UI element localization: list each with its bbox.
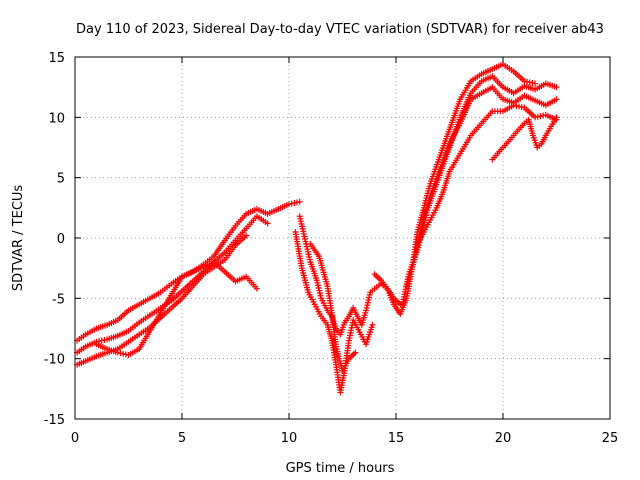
- data-point: [553, 84, 560, 91]
- data-point: [532, 114, 539, 121]
- data-point: [122, 351, 129, 358]
- y-tick-label: 10: [48, 111, 65, 126]
- grid-lines: [75, 57, 610, 419]
- x-tick-label: 5: [178, 431, 186, 446]
- data-point: [120, 350, 127, 357]
- data-series-8: [371, 61, 539, 318]
- data-point: [526, 79, 533, 86]
- data-point: [294, 199, 301, 206]
- data-series-6: [292, 228, 376, 396]
- data-point: [264, 220, 271, 227]
- axis-ticks: 0 5 10 15 20 25 -15 -10 -5 0 5 10 15: [44, 51, 619, 446]
- data-point: [553, 96, 560, 103]
- y-tick-label: -15: [44, 413, 65, 428]
- data-point: [296, 198, 303, 205]
- data-point: [529, 79, 536, 86]
- data-point: [537, 113, 544, 120]
- x-tick-label: 20: [495, 431, 512, 446]
- y-tick-label: 5: [57, 172, 65, 187]
- x-tick-label: 0: [71, 431, 79, 446]
- data-point: [369, 321, 376, 328]
- y-tick-label: 0: [57, 232, 65, 247]
- data-series-11: [414, 102, 560, 248]
- data-point: [553, 114, 560, 121]
- data-point: [114, 349, 121, 356]
- data-point: [518, 104, 525, 111]
- x-tick-label: 15: [388, 431, 405, 446]
- data-series-5: [296, 213, 404, 338]
- data-series-2: [74, 213, 271, 356]
- data-point: [510, 102, 517, 109]
- data-point: [117, 350, 124, 357]
- data-point: [513, 102, 520, 109]
- data-series-1: [74, 198, 303, 344]
- data-point: [534, 113, 541, 120]
- data-point: [243, 232, 250, 239]
- chart-title: Day 110 of 2023, Sidereal Day-to-day VTE…: [76, 22, 604, 37]
- y-tick-label: -5: [52, 292, 65, 307]
- data-series-12: [489, 114, 560, 163]
- data-point: [516, 103, 523, 110]
- y-axis-label: SDTVAR / TECUs: [11, 185, 26, 292]
- data-point: [352, 349, 359, 356]
- data-point: [291, 200, 298, 207]
- x-axis-label: GPS time / hours: [286, 461, 395, 476]
- data-point: [98, 337, 105, 344]
- x-tick-label: 25: [602, 431, 619, 446]
- data-point: [288, 200, 295, 207]
- data-point: [532, 80, 539, 87]
- x-tick-label: 10: [281, 431, 298, 446]
- y-tick-label: 15: [48, 51, 65, 66]
- data-points: [74, 61, 560, 396]
- data-point: [253, 285, 260, 292]
- data-series-7: [307, 241, 359, 374]
- data-series-9: [399, 73, 560, 308]
- data-point: [101, 336, 108, 343]
- data-series-4: [93, 259, 260, 359]
- y-tick-label: -10: [44, 353, 65, 368]
- data-series-10: [403, 84, 560, 290]
- data-point: [286, 201, 292, 208]
